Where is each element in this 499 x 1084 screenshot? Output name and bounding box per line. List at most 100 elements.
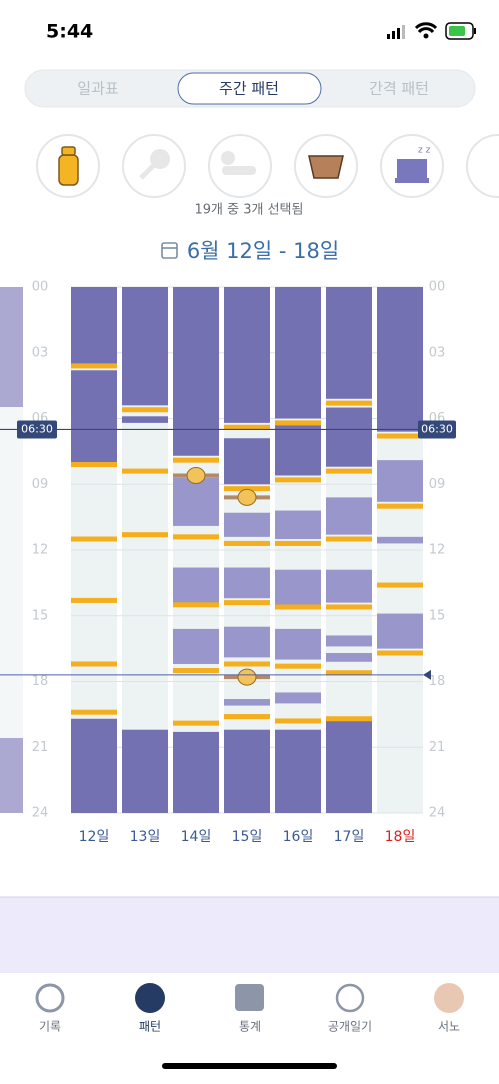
- svg-text:z z: z z: [418, 146, 431, 156]
- night-sleep: [224, 729, 270, 813]
- night-sleep: [122, 287, 168, 406]
- active-tab: [177, 72, 322, 105]
- icon-more[interactable]: [466, 134, 499, 198]
- y-tick-label: 00: [429, 280, 446, 295]
- feed: [224, 540, 270, 546]
- night-sleep: [326, 287, 372, 399]
- icon-play[interactable]: [208, 134, 272, 198]
- tab[interactable]: 일과표: [77, 80, 119, 98]
- previous-week-edge: [0, 287, 23, 813]
- feed: [275, 420, 321, 426]
- night-sleep: [71, 287, 117, 364]
- nap: [173, 628, 219, 664]
- icon-glyphs: z z: [58, 146, 431, 186]
- status-icons: [387, 22, 476, 40]
- feed: [71, 462, 117, 468]
- feed: [224, 714, 270, 720]
- night-sleep: [275, 729, 321, 813]
- feed: [173, 668, 219, 674]
- tab[interactable]: 주간 패턴: [219, 80, 279, 98]
- feed: [326, 716, 372, 722]
- night-sleep: [71, 718, 117, 813]
- night-sleep: [224, 438, 270, 485]
- y-tick-label: 03: [32, 345, 49, 360]
- date-range[interactable]: 6월 12일 - 18일: [187, 239, 339, 263]
- feed: [122, 468, 168, 474]
- feed: [377, 503, 423, 509]
- y-tick-label: 15: [429, 608, 446, 623]
- diaper-icon: [237, 488, 257, 506]
- nap: [275, 510, 321, 540]
- nap: [326, 497, 372, 535]
- tab[interactable]: 간격 패턴: [369, 80, 429, 98]
- nav-icons: [35, 983, 464, 1013]
- selection-count: 19개 중 3개 선택됨: [195, 203, 304, 218]
- feed: [377, 650, 423, 656]
- lower-panel: [0, 897, 499, 973]
- night-sleep: [224, 287, 270, 423]
- nav-label[interactable]: 기록: [39, 1020, 61, 1034]
- feed: [377, 433, 423, 439]
- feed: [122, 532, 168, 538]
- y-tick-label: 15: [32, 608, 49, 623]
- feed: [173, 534, 219, 540]
- marker-label: 06:30: [21, 422, 53, 435]
- y-tick-label: 00: [32, 280, 49, 295]
- feed: [326, 670, 372, 676]
- nap: [377, 536, 423, 544]
- feed: [173, 457, 219, 463]
- night-sleep: [326, 407, 372, 467]
- night-sleep: [275, 287, 321, 419]
- feed: [275, 477, 321, 483]
- icon-bottle[interactable]: [36, 134, 100, 198]
- night-sleep: [173, 731, 219, 813]
- nav-label[interactable]: 공개일기: [328, 1020, 372, 1034]
- nap: [377, 460, 423, 502]
- y-tick-label: 03: [429, 345, 446, 360]
- night-sleep: [122, 416, 168, 423]
- y-tick-label: 21: [429, 740, 446, 755]
- nap: [224, 699, 270, 706]
- icon-toy[interactable]: [122, 134, 186, 198]
- feed: [224, 661, 270, 667]
- feed: [326, 468, 372, 474]
- icon-diaper[interactable]: [294, 134, 358, 198]
- icon-sleep[interactable]: [380, 134, 444, 198]
- marker-label: 06:30: [421, 422, 453, 435]
- nav-label[interactable]: 서노: [438, 1020, 460, 1034]
- feed: [224, 600, 270, 606]
- feed: [275, 718, 321, 724]
- nav-label[interactable]: 패턴: [139, 1020, 161, 1034]
- y-tick-label: 18: [32, 674, 49, 689]
- nap: [275, 628, 321, 660]
- y-tick-label: 24: [32, 806, 49, 821]
- home-indicator: [162, 1063, 337, 1069]
- nap: [275, 692, 321, 704]
- status-time: 5:44: [46, 21, 93, 43]
- feed: [71, 661, 117, 667]
- feed: [122, 407, 168, 413]
- night-sleep: [275, 425, 321, 476]
- feed: [326, 400, 372, 406]
- diaper-icon: [237, 668, 257, 686]
- day-label: 15일: [232, 829, 263, 845]
- calendar-icon: [161, 242, 178, 259]
- feed: [71, 709, 117, 715]
- night-sleep: [326, 720, 372, 813]
- nap: [326, 569, 372, 603]
- feed: [71, 536, 117, 542]
- nav-label[interactable]: 통계: [239, 1020, 261, 1034]
- feed: [224, 486, 270, 492]
- feed: [71, 363, 117, 369]
- nap: [224, 512, 270, 537]
- feed: [377, 582, 423, 588]
- feed: [71, 597, 117, 603]
- y-tick-label: 24: [429, 806, 446, 821]
- marker-tag: [418, 420, 456, 439]
- feed: [275, 663, 321, 669]
- nap: [275, 569, 321, 605]
- diaper-icon: [186, 466, 206, 484]
- night-sleep: [377, 287, 423, 432]
